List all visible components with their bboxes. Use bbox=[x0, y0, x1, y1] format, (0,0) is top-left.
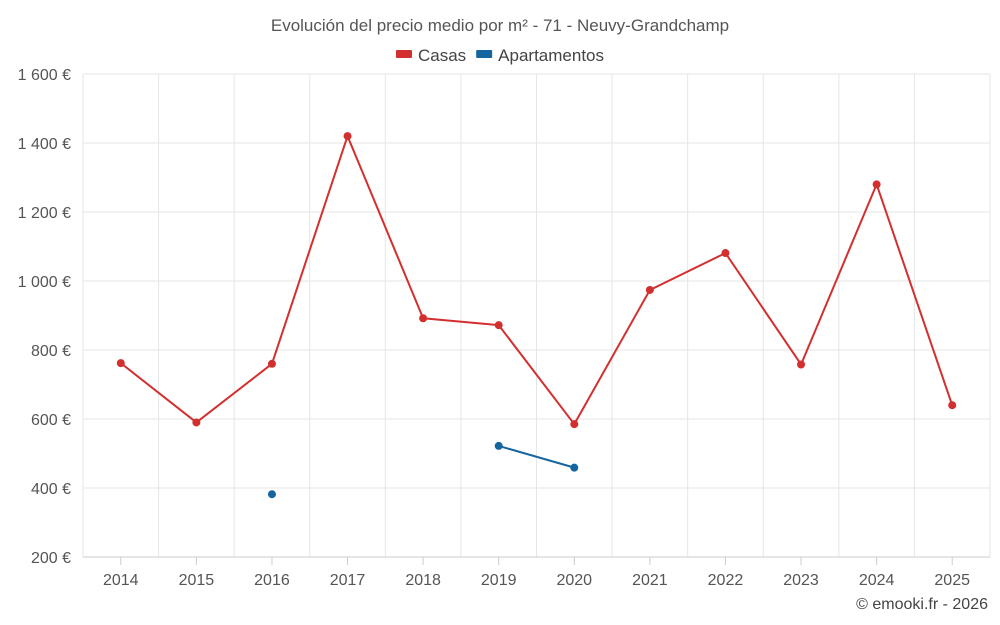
x-tick-label: 2019 bbox=[481, 572, 517, 589]
x-tick-label: 2016 bbox=[254, 572, 290, 589]
legend-swatch-apartamentos bbox=[476, 50, 493, 58]
data-point-casas bbox=[192, 418, 201, 427]
data-point-casas bbox=[948, 401, 957, 410]
x-tick-label: 2025 bbox=[934, 572, 970, 589]
legend-label-casas: Casas bbox=[418, 46, 466, 65]
data-point-casas bbox=[721, 249, 730, 258]
y-tick-label: 1 400 € bbox=[18, 136, 71, 153]
data-point-casas bbox=[494, 321, 503, 330]
legend-label-apartamentos: Apartamentos bbox=[498, 46, 604, 65]
data-point-casas bbox=[419, 314, 428, 323]
x-tick-label: 2020 bbox=[556, 572, 592, 589]
series-layer bbox=[116, 132, 957, 499]
chart-title: Evolución del precio medio por m² - 71 -… bbox=[271, 16, 729, 35]
y-tick-label: 200 € bbox=[31, 550, 71, 567]
x-tick-label: 2022 bbox=[708, 572, 744, 589]
x-tick-label: 2017 bbox=[330, 572, 366, 589]
data-point-casas bbox=[797, 360, 806, 369]
data-point-casas bbox=[267, 359, 276, 368]
x-axis: 2014 2015 2016 2017 2018 2019 2020 2021 2022 2023… bbox=[103, 557, 970, 589]
series-line-casas bbox=[120, 135, 954, 426]
y-tick-label: 1 000 € bbox=[18, 274, 71, 291]
x-tick-label: 2023 bbox=[783, 572, 819, 589]
data-point-apartamentos bbox=[494, 441, 503, 450]
data-point-casas bbox=[116, 359, 125, 368]
credit-text: © emooki.fr - 2026 bbox=[856, 596, 988, 613]
series-line-apartamentos bbox=[498, 444, 575, 469]
y-tick-label: 400 € bbox=[31, 481, 71, 498]
y-axis: 200 € 400 € 600 € 800 € 1 000 € 1 200 € 1 400 … bbox=[18, 67, 71, 567]
y-tick-label: 1 200 € bbox=[18, 205, 71, 222]
data-point-casas bbox=[872, 180, 881, 189]
data-point-apartamentos bbox=[267, 490, 276, 499]
legend: Casas Apartamentos bbox=[395, 46, 604, 65]
data-point-apartamentos bbox=[570, 463, 579, 472]
data-point-casas bbox=[343, 132, 352, 141]
x-tick-label: 2021 bbox=[632, 572, 668, 589]
x-tick-label: 2015 bbox=[179, 572, 215, 589]
x-tick-label: 2014 bbox=[103, 572, 139, 589]
y-tick-label: 600 € bbox=[31, 412, 71, 429]
data-point-casas bbox=[645, 285, 654, 294]
x-tick-label: 2024 bbox=[859, 572, 895, 589]
y-tick-label: 1 600 € bbox=[18, 67, 71, 84]
y-tick-label: 800 € bbox=[31, 343, 71, 360]
legend-swatch-casas bbox=[395, 50, 412, 58]
data-point-casas bbox=[570, 420, 579, 429]
grid bbox=[82, 73, 991, 558]
x-tick-label: 2018 bbox=[405, 572, 441, 589]
